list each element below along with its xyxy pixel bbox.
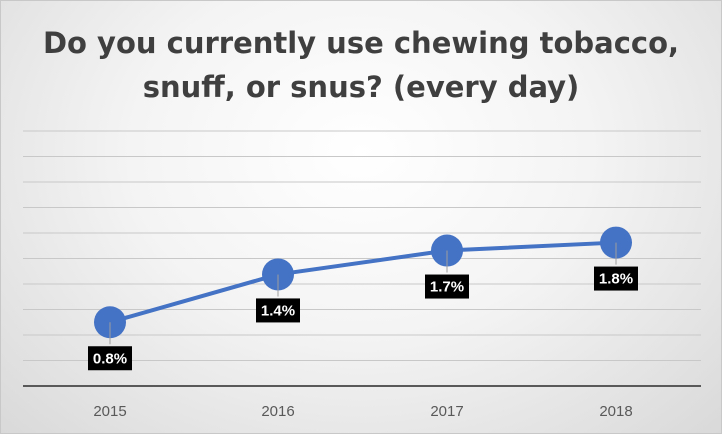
x-tick-label: 2016	[261, 403, 294, 420]
gridlines	[23, 130, 701, 361]
series-line	[109, 240, 617, 325]
data-label-box	[425, 274, 469, 299]
x-tick-label: 2018	[599, 403, 632, 420]
x-axis-tick-labels: 2015 2016 2017 2018	[93, 403, 632, 420]
data-label-box	[594, 266, 638, 291]
x-tick-label: 2017	[430, 403, 463, 420]
data-label: 1.8%	[599, 271, 633, 288]
data-label: 1.4%	[261, 302, 295, 319]
data-label: 0.8%	[93, 350, 127, 367]
data-label-box	[256, 298, 300, 323]
series-markers	[94, 226, 632, 339]
chart-title: Do you currently use chewing tobacco, sn…	[42, 26, 680, 104]
data-label: 1.7%	[430, 279, 464, 296]
data-labels: 0.8% 1.4% 1.7% 1.8%	[88, 242, 638, 371]
data-label-box	[88, 346, 132, 371]
x-tick-label: 2015	[93, 403, 126, 420]
